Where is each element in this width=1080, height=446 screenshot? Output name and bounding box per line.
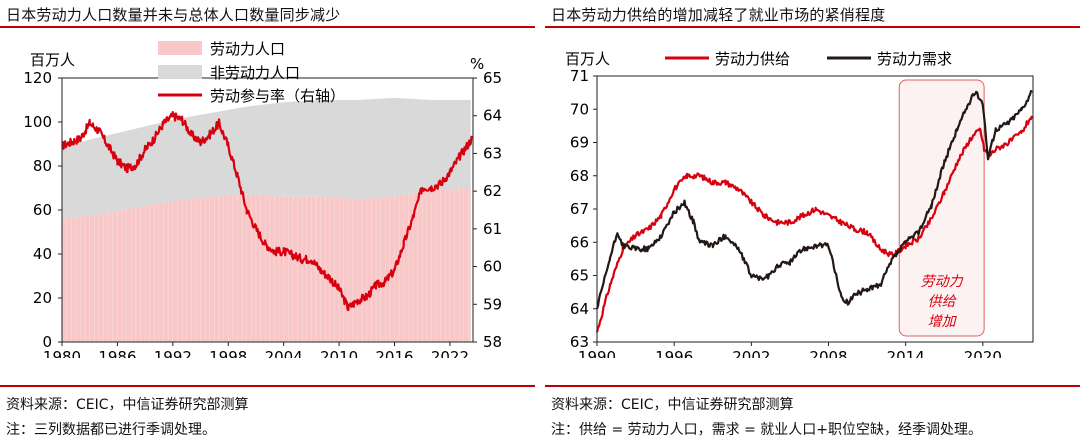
legend-label-labor: 劳动力人口 <box>210 40 285 58</box>
y-tick-label: 63 <box>570 333 589 351</box>
y-right-tick-label: 59 <box>483 295 502 313</box>
y-tick-label: 67 <box>570 200 589 218</box>
x-tick-label: 2014 <box>887 348 925 358</box>
y-right-tick-label: 58 <box>483 333 502 351</box>
y-right-tick-label: 61 <box>483 220 502 238</box>
left-bottom-rule <box>0 385 535 387</box>
labor-supply-line <box>595 115 1033 333</box>
y-tick-label: 0 <box>42 333 52 351</box>
labor-population-area <box>62 188 471 342</box>
y-tick-label: 20 <box>33 289 52 307</box>
y-right-tick-label: 62 <box>483 182 502 200</box>
left-footnote: 注：三列数据都已进行季调处理。 <box>6 422 216 438</box>
legend-label-supply: 劳动力供给 <box>715 50 790 68</box>
left-source-note: 资料来源：CEIC，中信证券研究部测算 <box>6 397 249 413</box>
participation-rate-line <box>61 111 474 312</box>
x-tick-label: 2022 <box>431 348 469 358</box>
x-tick-label: 2004 <box>265 348 303 358</box>
x-tick-label: 2010 <box>320 348 358 358</box>
legend-label-nonlabor: 非劳动力人口 <box>210 64 300 82</box>
right-axis-unit: % <box>470 55 484 73</box>
annotation-text: 劳动力 <box>921 274 964 290</box>
right-bottom-rule <box>545 385 1080 387</box>
y-tick-label: 100 <box>23 113 52 131</box>
legend-label-rate: 劳动参与率（右轴） <box>210 87 345 105</box>
y-tick-label: 69 <box>570 134 589 152</box>
x-tick-label: 1980 <box>43 348 81 358</box>
right-panel: 日本劳动力供给的增加减轻了就业市场的紧俏程度 劳动力 供给 增加 63 64 65 66 67… <box>545 0 1080 446</box>
left-chart: 0 20 40 60 80 100 120 58 59 60 61 62 63 64 65 1980 1986 1… <box>23 40 502 358</box>
x-tick-label: 2016 <box>375 348 413 358</box>
legend-swatch-nonlabor <box>158 65 202 79</box>
annotation-text: 增加 <box>928 314 958 330</box>
right-footnote: 注：供给 = 劳动力人口，需求 = 就业人口+职位空缺，经季调处理。 <box>551 422 982 438</box>
legend-swatch-labor <box>158 41 202 55</box>
right-source-note: 资料来源：CEIC，中信证券研究部测算 <box>551 397 794 413</box>
y-tick-label: 120 <box>23 69 52 87</box>
left-top-rule <box>0 26 535 28</box>
y-tick-label: 64 <box>570 300 589 318</box>
x-tick-label: 1996 <box>655 348 693 358</box>
y-tick-label: 66 <box>570 233 589 251</box>
right-chart-title: 日本劳动力供给的增加减轻了就业市场的紧俏程度 <box>551 6 886 24</box>
non-labor-population-area <box>62 97 471 219</box>
y-tick-label: 65 <box>570 267 589 285</box>
y-tick-label: 71 <box>570 67 589 85</box>
y-tick-label: 68 <box>570 167 589 185</box>
x-tick-label: 1998 <box>209 348 247 358</box>
annotation-text: 供给 <box>928 294 958 310</box>
x-tick-label: 1992 <box>154 348 192 358</box>
left-chart-title: 日本劳动力人口数量并未与总体人口数量同步减少 <box>6 6 341 24</box>
x-tick-label: 2008 <box>809 348 847 358</box>
y-tick-label: 80 <box>33 157 52 175</box>
y-axis-unit: 百万人 <box>565 50 610 68</box>
left-panel: 日本劳动力人口数量并未与总体人口数量同步减少 0 20 40 60 80 100 120 58… <box>0 0 535 446</box>
y-right-tick-label: 65 <box>483 69 502 87</box>
right-top-rule <box>545 26 1080 28</box>
y-right-tick-label: 64 <box>483 107 502 125</box>
legend-label-demand: 劳动力需求 <box>877 50 952 68</box>
x-tick-label: 1990 <box>578 348 616 358</box>
y-tick-label: 40 <box>33 245 52 263</box>
x-tick-label: 2002 <box>732 348 770 358</box>
left-axis-unit: 百万人 <box>30 51 75 69</box>
x-tick-label: 1986 <box>98 348 136 358</box>
labor-demand-line <box>595 89 1033 310</box>
y-right-tick-label: 63 <box>483 144 502 162</box>
y-tick-label: 60 <box>33 201 52 219</box>
x-tick-label: 2020 <box>964 348 1002 358</box>
y-tick-label: 70 <box>570 100 589 118</box>
supply-increase-annotation-box <box>898 79 985 337</box>
y-right-tick-label: 60 <box>483 258 502 276</box>
